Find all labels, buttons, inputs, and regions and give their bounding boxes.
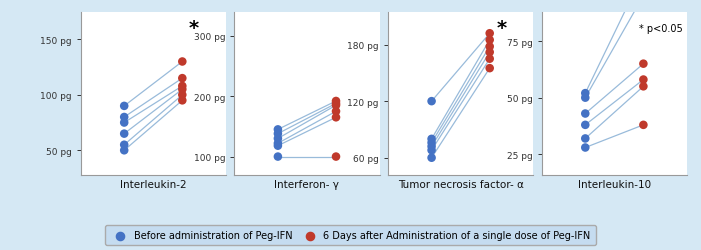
Point <box>118 132 130 136</box>
Point <box>330 100 341 103</box>
Point <box>118 143 130 147</box>
Text: *: * <box>496 19 506 38</box>
Point <box>177 77 188 81</box>
Point <box>177 94 188 98</box>
Point <box>484 67 496 71</box>
Point <box>330 104 341 108</box>
Point <box>118 121 130 125</box>
Point <box>484 32 496 36</box>
Point <box>426 148 437 152</box>
Point <box>118 149 130 153</box>
Point <box>638 62 649 66</box>
Point <box>484 39 496 43</box>
Point <box>580 137 591 141</box>
Point <box>272 142 283 146</box>
Point <box>272 144 283 148</box>
Point <box>426 156 437 160</box>
Point <box>118 116 130 119</box>
Point <box>484 58 496 62</box>
Point <box>330 110 341 114</box>
Point <box>580 92 591 96</box>
X-axis label: Tumor necrosis factor- α: Tumor necrosis factor- α <box>397 179 524 189</box>
Point <box>580 146 591 150</box>
Point <box>426 141 437 145</box>
Point <box>118 104 130 108</box>
Point <box>272 128 283 132</box>
Point <box>177 84 188 88</box>
Point <box>272 132 283 136</box>
Point <box>638 123 649 127</box>
Point <box>272 137 283 141</box>
Point <box>580 112 591 116</box>
Point <box>638 78 649 82</box>
Point <box>330 155 341 159</box>
Legend: Before administration of Peg-IFN, 6 Days after Administration of a single dose o: Before administration of Peg-IFN, 6 Days… <box>105 226 596 245</box>
Point <box>426 137 437 141</box>
Point <box>426 100 437 104</box>
Point <box>580 96 591 100</box>
Point <box>580 123 591 127</box>
Point <box>177 88 188 92</box>
Point <box>177 99 188 103</box>
X-axis label: Interferon- γ: Interferon- γ <box>275 179 339 189</box>
Text: *: * <box>189 19 199 38</box>
Point <box>330 102 341 106</box>
X-axis label: Interleukin-2: Interleukin-2 <box>120 179 186 189</box>
Point <box>484 51 496 55</box>
Point <box>484 45 496 49</box>
Point <box>177 60 188 64</box>
X-axis label: Interleukin-10: Interleukin-10 <box>578 179 651 189</box>
Point <box>272 155 283 159</box>
Point <box>638 85 649 89</box>
Text: * p<0.05: * p<0.05 <box>639 24 683 34</box>
Point <box>426 145 437 149</box>
Point <box>330 116 341 120</box>
